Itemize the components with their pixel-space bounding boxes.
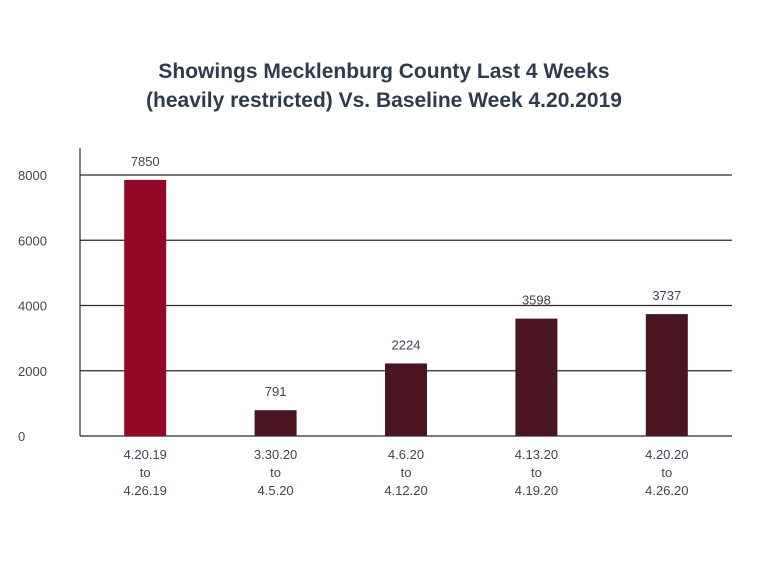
x-tick-label: 4.19.20	[515, 483, 558, 498]
x-tick-label: 4.26.20	[645, 483, 688, 498]
x-tick-label: to	[270, 465, 281, 480]
x-tick-label: to	[531, 465, 542, 480]
bar	[254, 410, 297, 436]
y-tick-label: 6000	[18, 233, 47, 248]
x-tick-label: 4.12.20	[384, 483, 427, 498]
chart-title-line-1: Showings Mecklenburg County Last 4 Weeks	[158, 60, 610, 83]
bar	[385, 363, 427, 436]
x-tick-label: to	[401, 465, 412, 480]
chart-title-line-2: (heavily restricted) Vs. Baseline Week 4…	[146, 89, 622, 112]
x-tick-label: 4.5.20	[258, 483, 294, 498]
data-label: 3737	[652, 288, 681, 303]
y-tick-label: 4000	[18, 299, 47, 314]
data-label: 7850	[131, 154, 160, 169]
y-tick-label: 8000	[18, 168, 47, 183]
y-tick-label: 0	[18, 429, 25, 444]
x-tick-label: 3.30.20	[254, 447, 297, 462]
x-tick-label: 4.13.20	[515, 447, 558, 462]
x-tick-label: to	[661, 465, 672, 480]
x-tick-label: 4.26.19	[124, 483, 167, 498]
bar	[515, 318, 558, 436]
data-label: 791	[265, 384, 287, 399]
data-label: 3598	[522, 293, 551, 308]
y-tick-label: 2000	[18, 364, 47, 379]
x-tick-label: 4.20.20	[645, 447, 688, 462]
x-tick-label: to	[140, 465, 151, 480]
bar	[645, 314, 688, 436]
x-tick-label: 4.6.20	[388, 447, 424, 462]
x-tick-label: 4.20.19	[124, 447, 167, 462]
data-label: 2224	[392, 337, 421, 352]
bar	[124, 179, 167, 437]
